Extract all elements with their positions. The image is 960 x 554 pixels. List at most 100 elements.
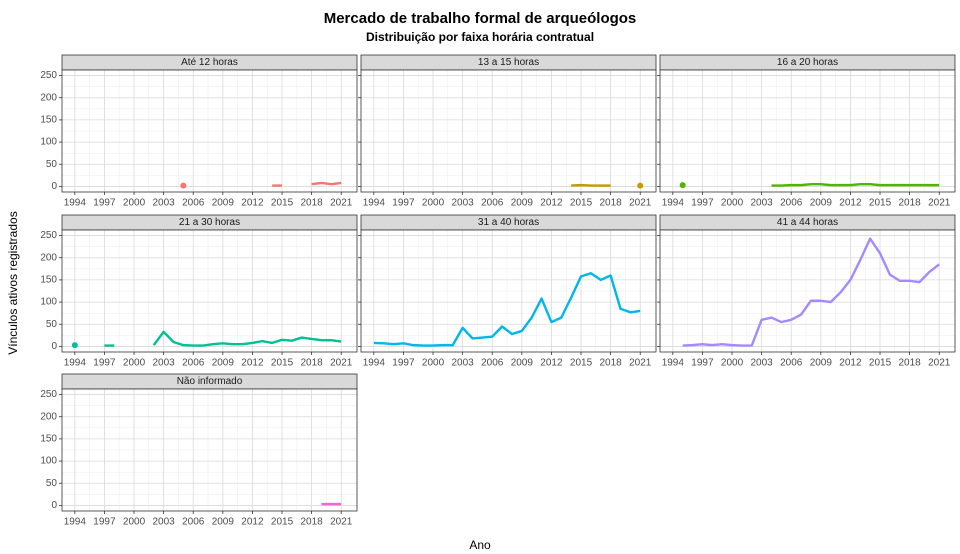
x-tick-label: 2021	[330, 358, 353, 369]
x-tick-label: 2006	[182, 517, 205, 528]
strip-label: Até 12 horas	[181, 57, 238, 68]
strip-label: 41 a 44 horas	[777, 217, 838, 228]
panel-border	[360, 69, 657, 193]
x-tick-label: 2018	[599, 358, 622, 369]
y-tick-label: 200	[40, 92, 57, 103]
x-tick-label: 2012	[241, 198, 264, 209]
x-tick-label: 2003	[451, 358, 474, 369]
y-tick-label: 50	[46, 319, 58, 330]
x-tick-label: 2000	[422, 198, 445, 209]
line	[104, 330, 342, 347]
x-tick-label: 2006	[780, 198, 803, 209]
y-tick-label: 100	[40, 456, 57, 467]
x-tick-label: 2018	[599, 198, 622, 209]
x-tick-label: 2009	[810, 358, 833, 369]
x-tick-label: 2012	[839, 358, 862, 369]
point	[679, 182, 686, 189]
x-tick-label: 1994	[662, 358, 685, 369]
point	[71, 342, 78, 349]
line	[373, 272, 641, 347]
x-tick-label: 2021	[629, 198, 652, 209]
x-tick-label: 2015	[570, 358, 593, 369]
x-tick-label: 1994	[363, 358, 386, 369]
x-tick-label: 2000	[123, 198, 146, 209]
x-tick-label: 2021	[330, 198, 353, 209]
x-tick-label: 2000	[422, 358, 445, 369]
x-tick-label: 2012	[540, 358, 563, 369]
y-tick-label: 50	[46, 478, 58, 489]
panel-border	[61, 388, 358, 512]
x-tick-label: 2003	[152, 198, 175, 209]
x-tick-label: 2021	[928, 198, 951, 209]
x-tick-label: 2006	[481, 198, 504, 209]
line	[682, 237, 940, 347]
panel-border	[61, 69, 358, 193]
panel-border	[360, 229, 657, 353]
strip-label: 13 a 15 horas	[478, 57, 539, 68]
x-tick-label: 2015	[271, 358, 294, 369]
x-tick-label: 2012	[540, 198, 563, 209]
x-tick-label: 2009	[212, 358, 235, 369]
y-axis-title: Vínculos ativos registrados	[6, 211, 20, 354]
x-tick-label: 2009	[511, 198, 534, 209]
point	[180, 182, 187, 189]
x-tick-label: 2000	[123, 358, 146, 369]
x-tick-label: 2012	[241, 358, 264, 369]
x-tick-label: 2012	[241, 517, 264, 528]
line	[272, 181, 342, 187]
y-tick-label: 150	[40, 275, 57, 286]
x-tick-label: 1997	[392, 358, 415, 369]
line	[771, 183, 940, 187]
x-tick-label: 2009	[511, 358, 534, 369]
x-tick-label: 2003	[152, 358, 175, 369]
x-tick-label: 2018	[300, 358, 323, 369]
y-tick-label: 0	[51, 500, 57, 511]
x-tick-label: 1994	[363, 198, 386, 209]
x-tick-label: 1997	[93, 198, 116, 209]
x-tick-label: 1994	[662, 198, 685, 209]
y-tick-label: 100	[40, 297, 57, 308]
y-tick-label: 100	[40, 137, 57, 148]
x-tick-label: 2018	[300, 198, 323, 209]
x-tick-label: 2015	[869, 358, 892, 369]
x-tick-label: 2003	[750, 198, 773, 209]
x-tick-label: 2000	[123, 517, 146, 528]
x-tick-label: 2015	[271, 517, 294, 528]
x-tick-label: 2000	[721, 198, 744, 209]
x-tick-label: 1997	[392, 198, 415, 209]
x-tick-label: 2003	[152, 517, 175, 528]
y-tick-label: 50	[46, 159, 58, 170]
x-tick-label: 2021	[330, 517, 353, 528]
y-tick-label: 150	[40, 115, 57, 126]
panel-border	[61, 229, 358, 353]
strip-label: Não informado	[177, 376, 243, 387]
x-tick-label: 2006	[780, 358, 803, 369]
x-tick-label: 2000	[721, 358, 744, 369]
x-tick-label: 2006	[182, 358, 205, 369]
chart-subtitle: Distribuição por faixa horária contratua…	[366, 30, 594, 44]
x-tick-label: 2021	[928, 358, 951, 369]
x-tick-label: 2015	[271, 198, 294, 209]
x-tick-label: 1994	[64, 198, 87, 209]
x-tick-label: 1997	[93, 517, 116, 528]
panel-border	[659, 229, 956, 353]
x-tick-label: 2018	[898, 198, 921, 209]
strip-label: 31 a 40 horas	[478, 217, 539, 228]
y-tick-label: 200	[40, 252, 57, 263]
x-axis-title: Ano	[469, 538, 491, 552]
chart-title: Mercado de trabalho formal de arqueólogo…	[324, 10, 637, 27]
y-tick-label: 250	[40, 230, 57, 241]
x-tick-label: 2015	[570, 198, 593, 209]
x-tick-label: 2018	[898, 358, 921, 369]
x-tick-label: 2012	[839, 198, 862, 209]
strip-label: 21 a 30 horas	[179, 217, 240, 228]
x-tick-label: 2006	[481, 358, 504, 369]
strip-label: 16 a 20 horas	[777, 57, 838, 68]
x-tick-label: 2009	[212, 517, 235, 528]
x-tick-label: 1994	[64, 517, 87, 528]
x-tick-label: 2003	[451, 198, 474, 209]
x-tick-label: 2009	[810, 198, 833, 209]
y-tick-label: 0	[51, 341, 57, 352]
x-tick-label: 2018	[300, 517, 323, 528]
